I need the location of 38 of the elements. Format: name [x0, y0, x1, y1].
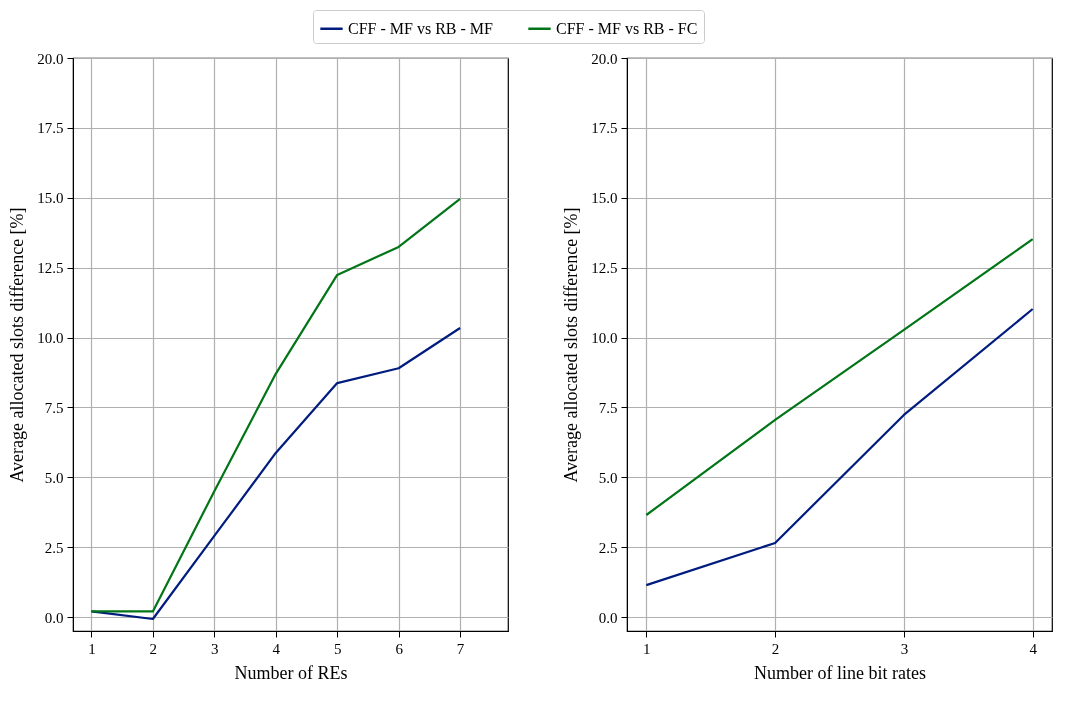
x-tick-label: 6 — [395, 640, 404, 657]
x-tick-label: 7 — [456, 640, 465, 657]
line-series — [645, 307, 1034, 587]
y-tick-label: 15.0 — [37, 190, 64, 207]
x-tick-label: 5 — [333, 640, 342, 657]
y-tick-label: 20.0 — [37, 50, 64, 67]
x-tick-label: 4 — [272, 640, 281, 657]
y-tick-label: 17.5 — [591, 120, 618, 137]
y-tick-label: 5.0 — [598, 469, 618, 486]
y-axis-title: Average allocated slots difference [%] — [7, 207, 28, 483]
legend-label: CFF - MF vs RB - FC — [556, 19, 698, 37]
legend-label: CFF - MF vs RB - MF — [348, 19, 494, 37]
x-axis-title: Number of line bit rates — [754, 662, 926, 683]
y-tick-label: 0.0 — [598, 609, 618, 626]
y-tick-label: 12.5 — [591, 260, 618, 277]
x-tick-label: 1 — [643, 640, 651, 657]
y-axis-title: Average allocated slots difference [%] — [561, 207, 582, 483]
y-tick-label: 12.5 — [37, 260, 64, 277]
y-tick-label: 2.5 — [598, 539, 618, 556]
x-axis-title: Number of REs — [234, 662, 348, 683]
y-tick-label: 7.5 — [598, 399, 618, 416]
y-tick-label: 5.0 — [44, 469, 64, 486]
line-series — [645, 238, 1034, 517]
y-tick-label: 7.5 — [44, 399, 64, 416]
y-tick-label: 20.0 — [591, 50, 618, 67]
y-tick-label: 10.0 — [591, 330, 618, 347]
y-tick-label: 17.5 — [37, 120, 64, 137]
y-tick-label: 10.0 — [37, 330, 64, 347]
x-tick-label: 3 — [211, 640, 219, 657]
x-tick-label: 4 — [1029, 640, 1038, 657]
y-tick-label: 15.0 — [591, 190, 618, 207]
line-series — [90, 197, 462, 613]
x-tick-label: 1 — [88, 640, 96, 657]
y-tick-label: 2.5 — [44, 539, 64, 556]
y-tick-label: 0.0 — [44, 609, 64, 626]
x-tick-label: 2 — [149, 640, 158, 657]
x-tick-label: 3 — [900, 640, 909, 657]
x-tick-label: 2 — [771, 640, 780, 657]
